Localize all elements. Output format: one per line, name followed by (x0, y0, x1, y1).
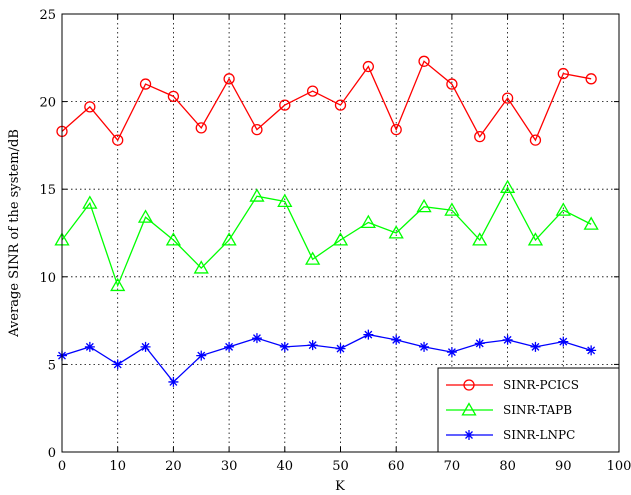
data-point (474, 130, 486, 143)
legend-label: SINR-PCICS (503, 378, 579, 392)
data-point (418, 55, 430, 67)
y-axis-label: Average SINR of the system/dB (7, 129, 22, 338)
data-point (583, 216, 599, 230)
x-axis-label: K (335, 479, 345, 494)
data-point (332, 232, 349, 246)
y-tick-label: 20 (39, 96, 56, 111)
data-point (307, 340, 318, 351)
data-point (167, 90, 180, 102)
data-point (305, 251, 321, 265)
x-tick-label: 70 (444, 459, 461, 474)
data-point (112, 359, 123, 370)
data-point (472, 232, 488, 246)
data-point (221, 232, 237, 246)
x-tick-label: 100 (607, 459, 631, 474)
data-point (529, 134, 542, 146)
data-point (224, 341, 235, 352)
data-point (335, 343, 346, 354)
y-tick-label: 5 (48, 358, 56, 373)
y-tick-label: 0 (48, 446, 56, 461)
x-tick-label: 40 (277, 459, 294, 474)
data-point (279, 99, 291, 111)
x-tick-label: 50 (332, 459, 349, 474)
data-point (277, 193, 293, 207)
legend-label: SINR-TAPB (503, 403, 572, 417)
data-point (388, 225, 404, 239)
data-point (112, 134, 124, 146)
data-point (223, 73, 235, 85)
data-point (306, 85, 319, 97)
data-point (446, 347, 457, 358)
data-point (82, 195, 98, 209)
axis-ticks: 0 10 20 30 40 50 60 70 80 90 100 0 5 10 15 20 25 (39, 8, 631, 474)
data-point (390, 123, 402, 136)
data-point (196, 350, 207, 361)
data-point (193, 260, 209, 274)
series-sinr-tapb (54, 179, 599, 292)
x-tick-label: 30 (221, 459, 238, 474)
data-point (137, 209, 154, 223)
series-line (61, 186, 592, 288)
data-point (249, 188, 265, 202)
y-tick-label: 15 (39, 183, 56, 198)
x-tick-label: 60 (388, 459, 405, 474)
data-point (195, 122, 207, 134)
data-point (334, 99, 347, 111)
data-point (140, 341, 151, 352)
x-tick-label: 10 (109, 459, 126, 474)
data-point (558, 336, 569, 347)
data-point (474, 338, 485, 349)
x-tick-label: 90 (555, 459, 572, 474)
data-point (363, 329, 374, 340)
x-tick-label: 0 (58, 459, 66, 474)
data-point (502, 334, 513, 345)
data-point (165, 232, 182, 246)
data-point (585, 73, 597, 85)
data-point (362, 60, 375, 73)
data-point (391, 334, 402, 345)
legend-marker (463, 379, 475, 391)
data-point (84, 341, 95, 352)
legend: SINR-PCICS SINR-TAPB SINR-LNPC (437, 367, 620, 453)
y-tick-label: 10 (39, 271, 56, 286)
data-point (416, 198, 432, 213)
data-point (501, 92, 514, 104)
data-point (251, 333, 262, 344)
data-point (499, 179, 516, 193)
data-point (139, 78, 152, 90)
x-tick-label: 80 (499, 459, 516, 474)
data-point (110, 277, 126, 292)
legend-marker (464, 430, 474, 440)
data-point (586, 345, 597, 356)
data-point (84, 101, 96, 113)
data-point (446, 78, 458, 90)
legend-label: SINR-LNPC (503, 428, 575, 442)
data-point (527, 232, 544, 246)
data-point (168, 376, 179, 387)
data-point (360, 214, 376, 229)
data-point (444, 202, 460, 216)
data-point (279, 341, 290, 352)
legend-marker (461, 402, 477, 416)
y-tick-label: 25 (39, 8, 56, 23)
data-point (419, 341, 430, 352)
data-point (557, 67, 569, 80)
grid-lines (62, 14, 619, 452)
data-point (530, 341, 541, 352)
x-tick-label: 20 (165, 459, 182, 474)
data-point (251, 123, 263, 136)
data-point (555, 202, 571, 216)
